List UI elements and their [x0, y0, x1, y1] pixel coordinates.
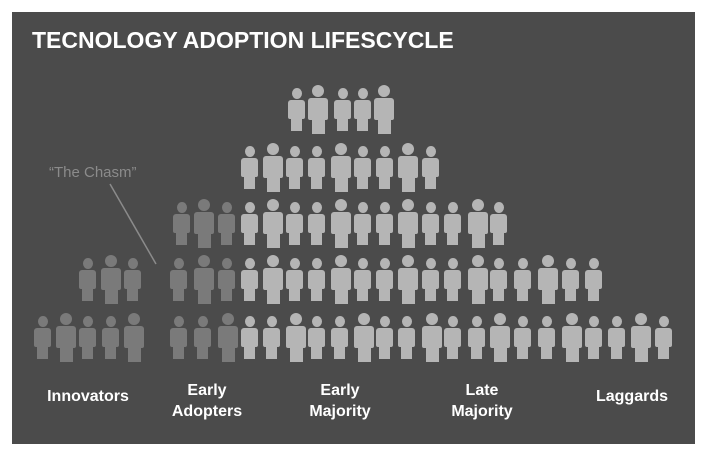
category-early-adopters-line1: Early	[187, 382, 227, 399]
person-icon	[334, 88, 351, 131]
person-icon	[354, 146, 371, 189]
category-innovators: Innovators	[36, 386, 140, 407]
chasm-label: “The Chasm”	[49, 164, 137, 181]
person-icon	[468, 255, 488, 304]
person-icon	[218, 202, 235, 245]
person-icon	[56, 313, 76, 362]
person-icon	[218, 258, 235, 301]
person-icon	[241, 146, 258, 189]
person-icon	[124, 258, 141, 301]
person-icon	[331, 316, 348, 359]
person-icon	[354, 313, 374, 362]
person-icon	[79, 316, 96, 359]
person-icon	[490, 258, 507, 301]
person-icon	[286, 146, 303, 189]
person-icon	[308, 85, 328, 134]
category-early-majority-line1: Early	[320, 382, 360, 399]
person-icon	[444, 258, 461, 301]
person-icon	[308, 316, 325, 359]
person-icon	[490, 202, 507, 245]
person-icon	[468, 199, 488, 248]
diagram-frame: TECNOLOGY ADOPTION LIFESCYCLE “The Chasm…	[12, 12, 695, 444]
person-icon	[331, 143, 351, 192]
category-early-majority-line2: Majority	[309, 403, 371, 420]
person-icon	[308, 146, 325, 189]
person-icon	[468, 316, 485, 359]
category-innovators-line1: Innovators	[47, 388, 129, 405]
person-icon	[376, 258, 393, 301]
person-icon	[286, 313, 306, 362]
person-icon	[562, 258, 579, 301]
category-late-majority-line1: Late	[465, 382, 499, 399]
person-icon	[398, 199, 418, 248]
person-icon	[170, 258, 187, 301]
person-icon	[398, 316, 415, 359]
person-icon	[308, 202, 325, 245]
person-icon	[585, 258, 602, 301]
person-icon	[308, 258, 325, 301]
person-icon	[538, 255, 558, 304]
person-icon	[422, 202, 439, 245]
person-icon	[376, 146, 393, 189]
person-icon	[376, 202, 393, 245]
category-late-majority: Late Majority	[437, 380, 527, 422]
person-icon	[241, 202, 258, 245]
crowd	[12, 12, 695, 444]
person-icon	[218, 313, 238, 362]
person-icon	[331, 255, 351, 304]
person-icon	[655, 316, 672, 359]
person-icon	[263, 316, 280, 359]
person-icon	[444, 202, 461, 245]
person-icon	[241, 316, 258, 359]
person-icon	[514, 258, 531, 301]
person-icon	[194, 255, 214, 304]
person-icon	[102, 316, 119, 359]
person-icon	[354, 258, 371, 301]
person-icon	[422, 313, 442, 362]
person-icon	[34, 316, 51, 359]
person-icon	[263, 255, 283, 304]
person-icon	[376, 316, 393, 359]
person-icon	[374, 85, 394, 134]
person-icon	[194, 316, 211, 359]
category-laggards-line1: Laggards	[595, 388, 668, 405]
person-icon	[331, 199, 351, 248]
person-icon	[631, 313, 651, 362]
category-laggards: Laggards	[582, 386, 682, 407]
person-icon	[538, 316, 555, 359]
person-icon	[585, 316, 602, 359]
diagram-title: TECNOLOGY ADOPTION LIFESCYCLE	[32, 27, 454, 53]
person-icon	[173, 202, 190, 245]
person-icon	[354, 202, 371, 245]
person-icon	[514, 316, 531, 359]
person-icon	[398, 255, 418, 304]
person-icon	[101, 255, 121, 304]
category-early-adopters-line2: Adopters	[171, 403, 243, 420]
person-icon	[241, 258, 258, 301]
person-icon	[124, 313, 144, 362]
person-icon	[286, 202, 303, 245]
person-icon	[422, 258, 439, 301]
person-icon	[490, 313, 510, 362]
person-icon	[562, 313, 582, 362]
person-icon	[608, 316, 625, 359]
person-icon	[286, 258, 303, 301]
person-icon	[444, 316, 461, 359]
category-early-majority: Early Majority	[295, 380, 385, 422]
person-icon	[263, 199, 283, 248]
person-icon	[79, 258, 96, 301]
person-icon	[398, 143, 418, 192]
person-icon	[288, 88, 305, 131]
person-icon	[354, 88, 371, 131]
person-icon	[263, 143, 283, 192]
person-icon	[170, 316, 187, 359]
person-icon	[194, 199, 214, 248]
category-late-majority-line2: Majority	[451, 403, 513, 420]
person-icon	[422, 146, 439, 189]
category-early-adopters: Early Adopters	[162, 380, 252, 422]
